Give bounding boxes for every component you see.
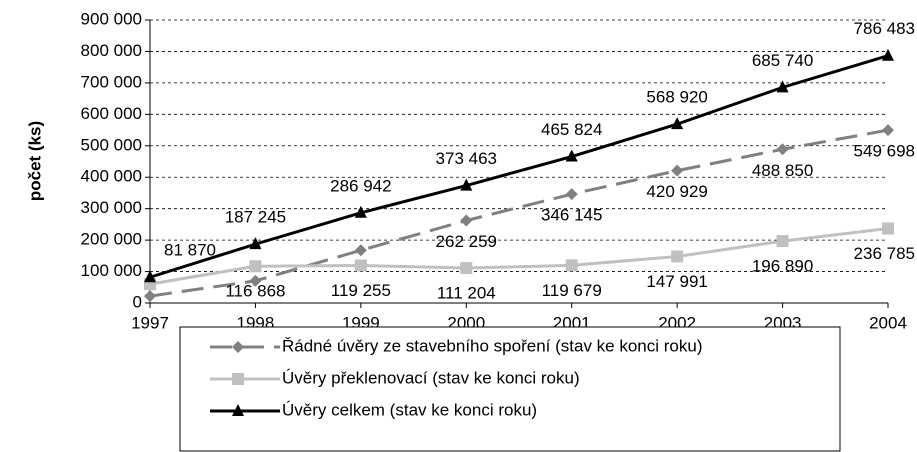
- data-label: 373 463: [436, 149, 497, 168]
- data-label: 465 824: [541, 120, 602, 139]
- data-point: [144, 270, 156, 283]
- data-label: 187 245: [225, 208, 286, 227]
- y-tick-label: 800 000: [81, 41, 142, 60]
- series-line: [149, 227, 889, 286]
- data-point: [354, 205, 367, 218]
- data-label: 420 929: [646, 182, 707, 201]
- data-label: 81 870: [164, 241, 216, 260]
- data-point: [565, 259, 578, 272]
- y-tick-label: 900 000: [81, 9, 142, 28]
- data-point: [565, 188, 578, 201]
- y-tick-label: 100 000: [81, 261, 142, 280]
- data-point: [460, 214, 473, 227]
- data-point: [776, 143, 789, 156]
- data-point: [249, 260, 262, 273]
- data-point: [882, 222, 894, 235]
- y-tick-label: 500 000: [81, 135, 142, 154]
- y-tick-label: 700 000: [81, 72, 142, 91]
- legend-label: Úvěry celkem (stav ke konci roku): [282, 400, 537, 419]
- data-label: 786 483: [854, 19, 915, 38]
- data-point: [671, 117, 684, 130]
- data-point: [144, 290, 156, 303]
- data-point: [776, 235, 789, 248]
- y-axis-label: počet (ks): [25, 121, 44, 201]
- data-label: 196 890: [752, 257, 813, 276]
- x-tick-label: 2004: [869, 313, 907, 332]
- y-tick-label: 300 000: [81, 198, 142, 217]
- data-point: [354, 244, 367, 257]
- legend-marker: [232, 373, 244, 385]
- legend-box: [179, 326, 841, 452]
- legend-label: Úvěry překlenovací (stav ke konci roku): [282, 368, 580, 387]
- data-point: [460, 262, 473, 275]
- data-label: 685 740: [752, 51, 813, 70]
- data-label: 147 991: [646, 272, 707, 291]
- data-label: 116 868: [225, 282, 285, 301]
- data-point: [249, 237, 262, 250]
- data-label: 119 679: [542, 281, 602, 300]
- legend-label: Řádné úvěry ze stavebního spoření (stav …: [282, 336, 703, 355]
- data-label: 568 920: [646, 88, 707, 107]
- series-line: [149, 54, 889, 279]
- data-point: [776, 80, 789, 93]
- data-point: [671, 250, 684, 263]
- data-label: 346 145: [541, 206, 602, 225]
- legend-marker: [232, 341, 244, 353]
- data-label: 111 204: [437, 284, 496, 303]
- x-tick-label: 1997: [131, 313, 169, 332]
- y-tick-label: 600 000: [81, 104, 142, 123]
- data-point: [249, 274, 262, 287]
- data-label: 549 698: [854, 142, 915, 161]
- y-tick-label: 200 000: [81, 230, 142, 249]
- y-tick-label: 0: [133, 292, 142, 311]
- data-label: 119 255: [331, 281, 391, 300]
- data-label: 488 850: [752, 161, 813, 180]
- data-label: 236 785: [854, 244, 915, 263]
- data-point: [565, 149, 578, 162]
- data-point: [671, 164, 684, 177]
- data-label: 262 259: [436, 232, 497, 251]
- data-point: [460, 178, 473, 191]
- data-label: 286 942: [330, 176, 391, 195]
- data-point: [354, 259, 367, 272]
- y-tick-label: 400 000: [81, 167, 142, 186]
- data-point: [882, 124, 894, 137]
- data-point: [882, 48, 894, 61]
- legend-marker: [232, 404, 244, 416]
